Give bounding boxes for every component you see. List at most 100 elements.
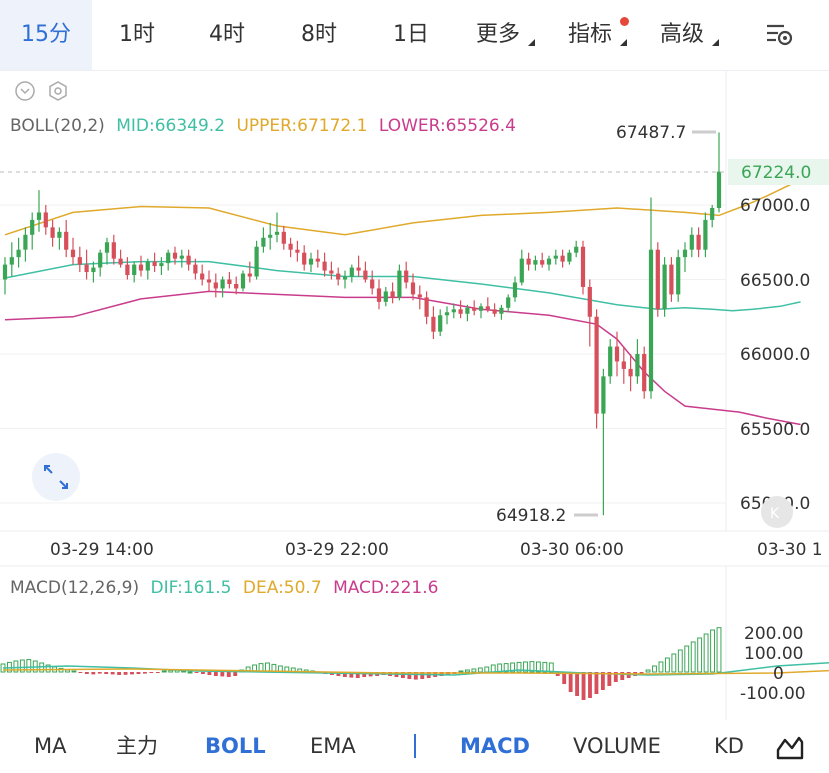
macd-bar bbox=[26, 659, 32, 673]
chart-type-button[interactable] bbox=[772, 732, 808, 762]
macd-bar bbox=[130, 672, 134, 675]
candle bbox=[444, 306, 450, 325]
indicator-settings-icon[interactable] bbox=[49, 81, 67, 101]
indicator-ema[interactable]: EMA bbox=[310, 734, 356, 758]
candle bbox=[696, 227, 701, 258]
candle bbox=[84, 249, 89, 280]
candle-body bbox=[329, 270, 334, 274]
boll-mid: MID:66349.2 bbox=[116, 116, 225, 136]
macd-bar bbox=[104, 672, 109, 674]
candle-body bbox=[601, 376, 606, 414]
candle bbox=[98, 249, 103, 277]
boll-bands bbox=[4, 179, 801, 426]
candle-body bbox=[628, 368, 633, 377]
candle-body bbox=[172, 252, 178, 259]
macd-bar bbox=[671, 653, 677, 673]
candle bbox=[499, 304, 504, 320]
macd-bar bbox=[477, 667, 483, 673]
candle bbox=[342, 270, 348, 289]
candle bbox=[410, 273, 416, 301]
scroll-latest-button[interactable]: K bbox=[761, 496, 793, 528]
macd-bar bbox=[562, 672, 567, 684]
indicator-macd[interactable]: MACD bbox=[460, 734, 530, 758]
macd-bar bbox=[697, 637, 703, 673]
tab-15m[interactable]: 15分 bbox=[0, 0, 92, 70]
tab-4h[interactable]: 4时 bbox=[209, 22, 245, 47]
candle-body bbox=[567, 252, 572, 262]
candle-body bbox=[614, 346, 620, 362]
macd-bar bbox=[155, 672, 160, 673]
candle-body bbox=[485, 306, 490, 310]
tab-1d[interactable]: 1日 bbox=[393, 22, 429, 47]
current-price-tag bbox=[728, 159, 829, 185]
collapse-icon[interactable] bbox=[15, 81, 35, 101]
indicator-kd[interactable]: KD bbox=[714, 734, 744, 758]
candle-body bbox=[356, 267, 361, 271]
candle bbox=[349, 264, 354, 283]
macd-bar bbox=[342, 672, 347, 677]
more-dropdown[interactable]: 更多 bbox=[476, 0, 520, 70]
candle bbox=[145, 258, 150, 280]
candle-body bbox=[234, 283, 239, 289]
candle-body bbox=[526, 258, 531, 265]
candle bbox=[376, 279, 382, 310]
candle bbox=[546, 255, 552, 271]
candle-body bbox=[118, 258, 123, 265]
candle bbox=[669, 257, 674, 302]
candle-body bbox=[553, 255, 558, 259]
candle bbox=[193, 258, 198, 280]
candle bbox=[383, 286, 388, 307]
settings-icon bbox=[767, 24, 793, 46]
tab-1h[interactable]: 1时 bbox=[119, 22, 155, 47]
candle bbox=[485, 297, 490, 313]
indicator-dropdown[interactable]: 指标 bbox=[568, 0, 612, 70]
candle-body bbox=[696, 234, 701, 250]
indicator-main-force[interactable]: 主力 bbox=[116, 734, 158, 758]
macd-bar bbox=[362, 672, 367, 677]
macd-bar bbox=[355, 672, 360, 678]
macd-tick-2: 0 bbox=[773, 664, 784, 684]
candle bbox=[16, 237, 21, 268]
advanced-label: 高级 bbox=[660, 22, 705, 47]
candle bbox=[594, 309, 599, 429]
candle bbox=[30, 212, 35, 250]
current-price-label: 67224.0 bbox=[741, 163, 811, 183]
candle bbox=[166, 249, 171, 271]
candle bbox=[519, 249, 524, 286]
candle-body bbox=[36, 212, 42, 220]
candle-body bbox=[546, 258, 552, 265]
candle-body bbox=[390, 291, 395, 298]
candle-body bbox=[363, 270, 368, 280]
candle bbox=[662, 257, 667, 317]
candle-body bbox=[424, 297, 429, 317]
high-marker-label: 67487.7 bbox=[616, 123, 686, 143]
indicator-boll[interactable]: BOLL bbox=[205, 734, 266, 758]
indicator-ma[interactable]: MA bbox=[34, 734, 67, 758]
dif-line bbox=[2, 662, 829, 676]
candle-body bbox=[587, 286, 592, 317]
macd-value: MACD:221.6 bbox=[333, 578, 438, 598]
candle bbox=[676, 249, 681, 302]
candle bbox=[370, 270, 375, 295]
price-chart[interactable]: BOLL(20,2) MID:66349.2 UPPER:67172.1 LOW… bbox=[0, 0, 829, 720]
candle-body bbox=[662, 264, 667, 310]
candle-body bbox=[104, 242, 110, 253]
indicator-volume[interactable]: VOLUME bbox=[573, 734, 661, 758]
tab-8h[interactable]: 8时 bbox=[301, 22, 337, 47]
candle-body bbox=[2, 264, 8, 280]
boll-lower: LOWER:65526.4 bbox=[379, 116, 516, 136]
candle bbox=[77, 246, 82, 273]
candle bbox=[526, 252, 531, 271]
candle-body bbox=[682, 249, 688, 258]
candle-body bbox=[77, 257, 82, 265]
macd-tick-1: 100.00 bbox=[744, 644, 803, 664]
candle bbox=[533, 255, 538, 271]
fullscreen-button[interactable] bbox=[32, 453, 80, 501]
advanced-dropdown[interactable]: 高级 bbox=[660, 0, 704, 70]
candle-body bbox=[23, 234, 28, 250]
chart-settings-button[interactable] bbox=[758, 18, 798, 52]
candle bbox=[220, 276, 225, 298]
candle bbox=[417, 285, 422, 310]
candle-body bbox=[669, 264, 674, 295]
macd-bar bbox=[613, 672, 618, 682]
